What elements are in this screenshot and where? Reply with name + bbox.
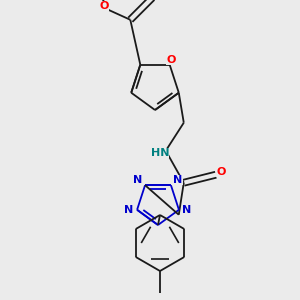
Text: O: O — [100, 1, 109, 11]
Text: N: N — [173, 175, 183, 185]
Text: N: N — [182, 205, 191, 215]
Text: HN: HN — [151, 148, 169, 158]
Text: O: O — [166, 55, 175, 65]
Text: N: N — [134, 175, 143, 185]
Text: N: N — [124, 205, 134, 215]
Text: O: O — [216, 167, 226, 177]
